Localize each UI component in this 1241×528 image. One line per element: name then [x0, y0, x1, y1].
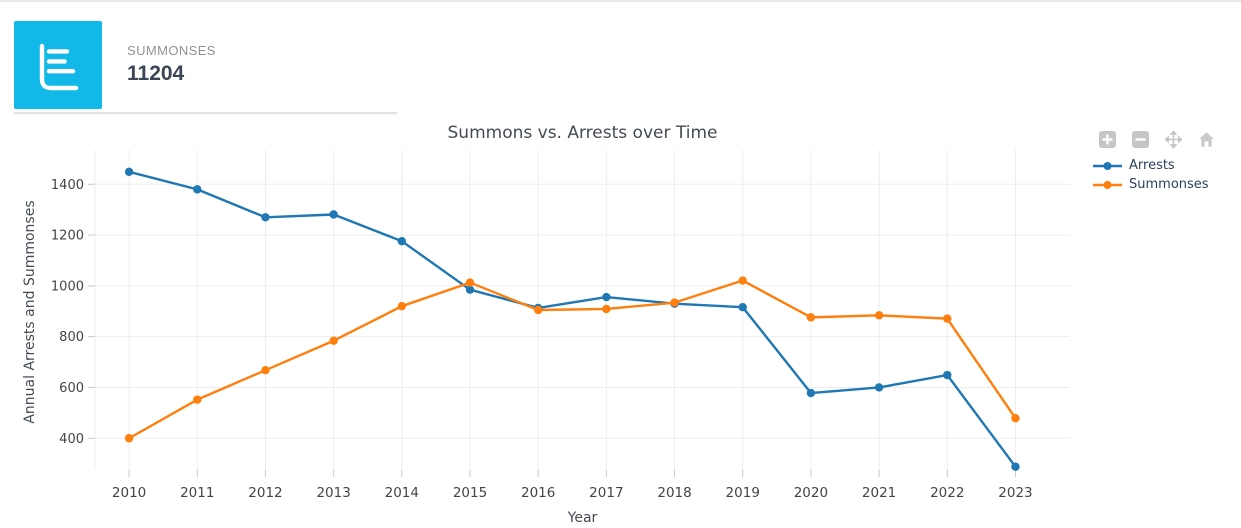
- data-point: [533, 305, 543, 315]
- data-point: [261, 213, 270, 222]
- data-point: [124, 434, 134, 443]
- chart-toolbar: [1099, 130, 1215, 149]
- data-point: [465, 285, 475, 294]
- horizontal-bar-chart-icon: [14, 21, 102, 109]
- y-tick-label: 1200: [51, 229, 84, 244]
- series-arrests: [124, 167, 1020, 471]
- series-line: [127, 279, 1017, 440]
- x-tick-label: 2014: [385, 485, 419, 501]
- x-tick-label: 2022: [930, 485, 964, 501]
- card-value: 11204: [127, 62, 185, 85]
- data-point: [193, 185, 202, 194]
- data-point: [397, 236, 407, 246]
- data-point: [943, 370, 952, 380]
- data-point: [602, 304, 611, 314]
- x-tick-label: 2019: [726, 485, 760, 501]
- data-point: [806, 388, 816, 398]
- data-point: [602, 292, 611, 302]
- legend-label-summonses: Summonses: [1129, 177, 1209, 192]
- zoom-in-button[interactable]: [1099, 131, 1116, 148]
- data-point: [670, 298, 679, 307]
- x-tick-label: 2010: [112, 485, 146, 501]
- home-icon: [1198, 132, 1215, 147]
- data-point: [261, 365, 270, 375]
- x-tick-label: 2016: [521, 485, 555, 501]
- reset-view-button[interactable]: [1198, 131, 1215, 148]
- legend-sample-arrests: [1093, 161, 1122, 170]
- plus-icon: [1099, 131, 1116, 148]
- data-point: [329, 336, 338, 345]
- data-point: [738, 303, 747, 312]
- x-tick-label: 2017: [589, 485, 623, 501]
- chart-legend: Arrests Summonses: [1092, 156, 1209, 194]
- data-point: [465, 278, 475, 287]
- x-axis-title: Year: [567, 510, 598, 526]
- pan-button[interactable]: [1165, 130, 1182, 149]
- data-point: [738, 276, 747, 285]
- gridlines: [94, 150, 1070, 470]
- data-point: [943, 314, 952, 323]
- x-tick-label: 2013: [316, 485, 350, 501]
- data-point: [1011, 413, 1020, 423]
- data-point: [329, 210, 338, 219]
- y-tick-label: 1400: [51, 178, 84, 193]
- x-tick-label: 2012: [248, 485, 282, 501]
- card-label: SUMMONSES: [127, 43, 216, 58]
- x-tick-label: 2023: [998, 485, 1032, 501]
- summary-card: SUMMONSES 11204: [14, 17, 397, 114]
- legend-item-summonses[interactable]: Summonses: [1092, 175, 1209, 194]
- x-tick-label: 2018: [657, 485, 691, 501]
- minus-icon: [1132, 131, 1149, 148]
- y-tick-label: 1000: [51, 279, 84, 294]
- x-tick-label: 2021: [862, 485, 896, 501]
- y-tick-label: 600: [59, 381, 84, 396]
- legend-item-arrests[interactable]: Arrests: [1092, 156, 1209, 175]
- axes: 400 600 800 1000 1200 1400 2010 2011 2012 2013 201…: [51, 178, 1033, 501]
- data-point: [874, 311, 884, 320]
- series-summonses: [124, 276, 1020, 443]
- legend-sample-summonses: [1093, 180, 1122, 189]
- data-point: [874, 383, 884, 392]
- data-point: [397, 301, 407, 311]
- move-icon: [1165, 130, 1182, 149]
- y-tick-label: 800: [59, 330, 84, 345]
- data-point: [806, 313, 816, 322]
- chart-title: Summons vs. Arrests over Time: [447, 123, 718, 143]
- legend-label-arrests: Arrests: [1129, 158, 1175, 173]
- data-point: [1011, 462, 1020, 471]
- data-point: [124, 167, 134, 177]
- series-line: [127, 170, 1017, 468]
- y-tick-label: 400: [59, 432, 84, 447]
- data-point: [193, 395, 202, 404]
- x-tick-label: 2011: [180, 485, 214, 501]
- zoom-out-button[interactable]: [1132, 131, 1149, 148]
- x-tick-label: 2015: [453, 485, 487, 501]
- page-top-border: [0, 0, 1241, 2]
- x-tick-label: 2020: [794, 485, 828, 501]
